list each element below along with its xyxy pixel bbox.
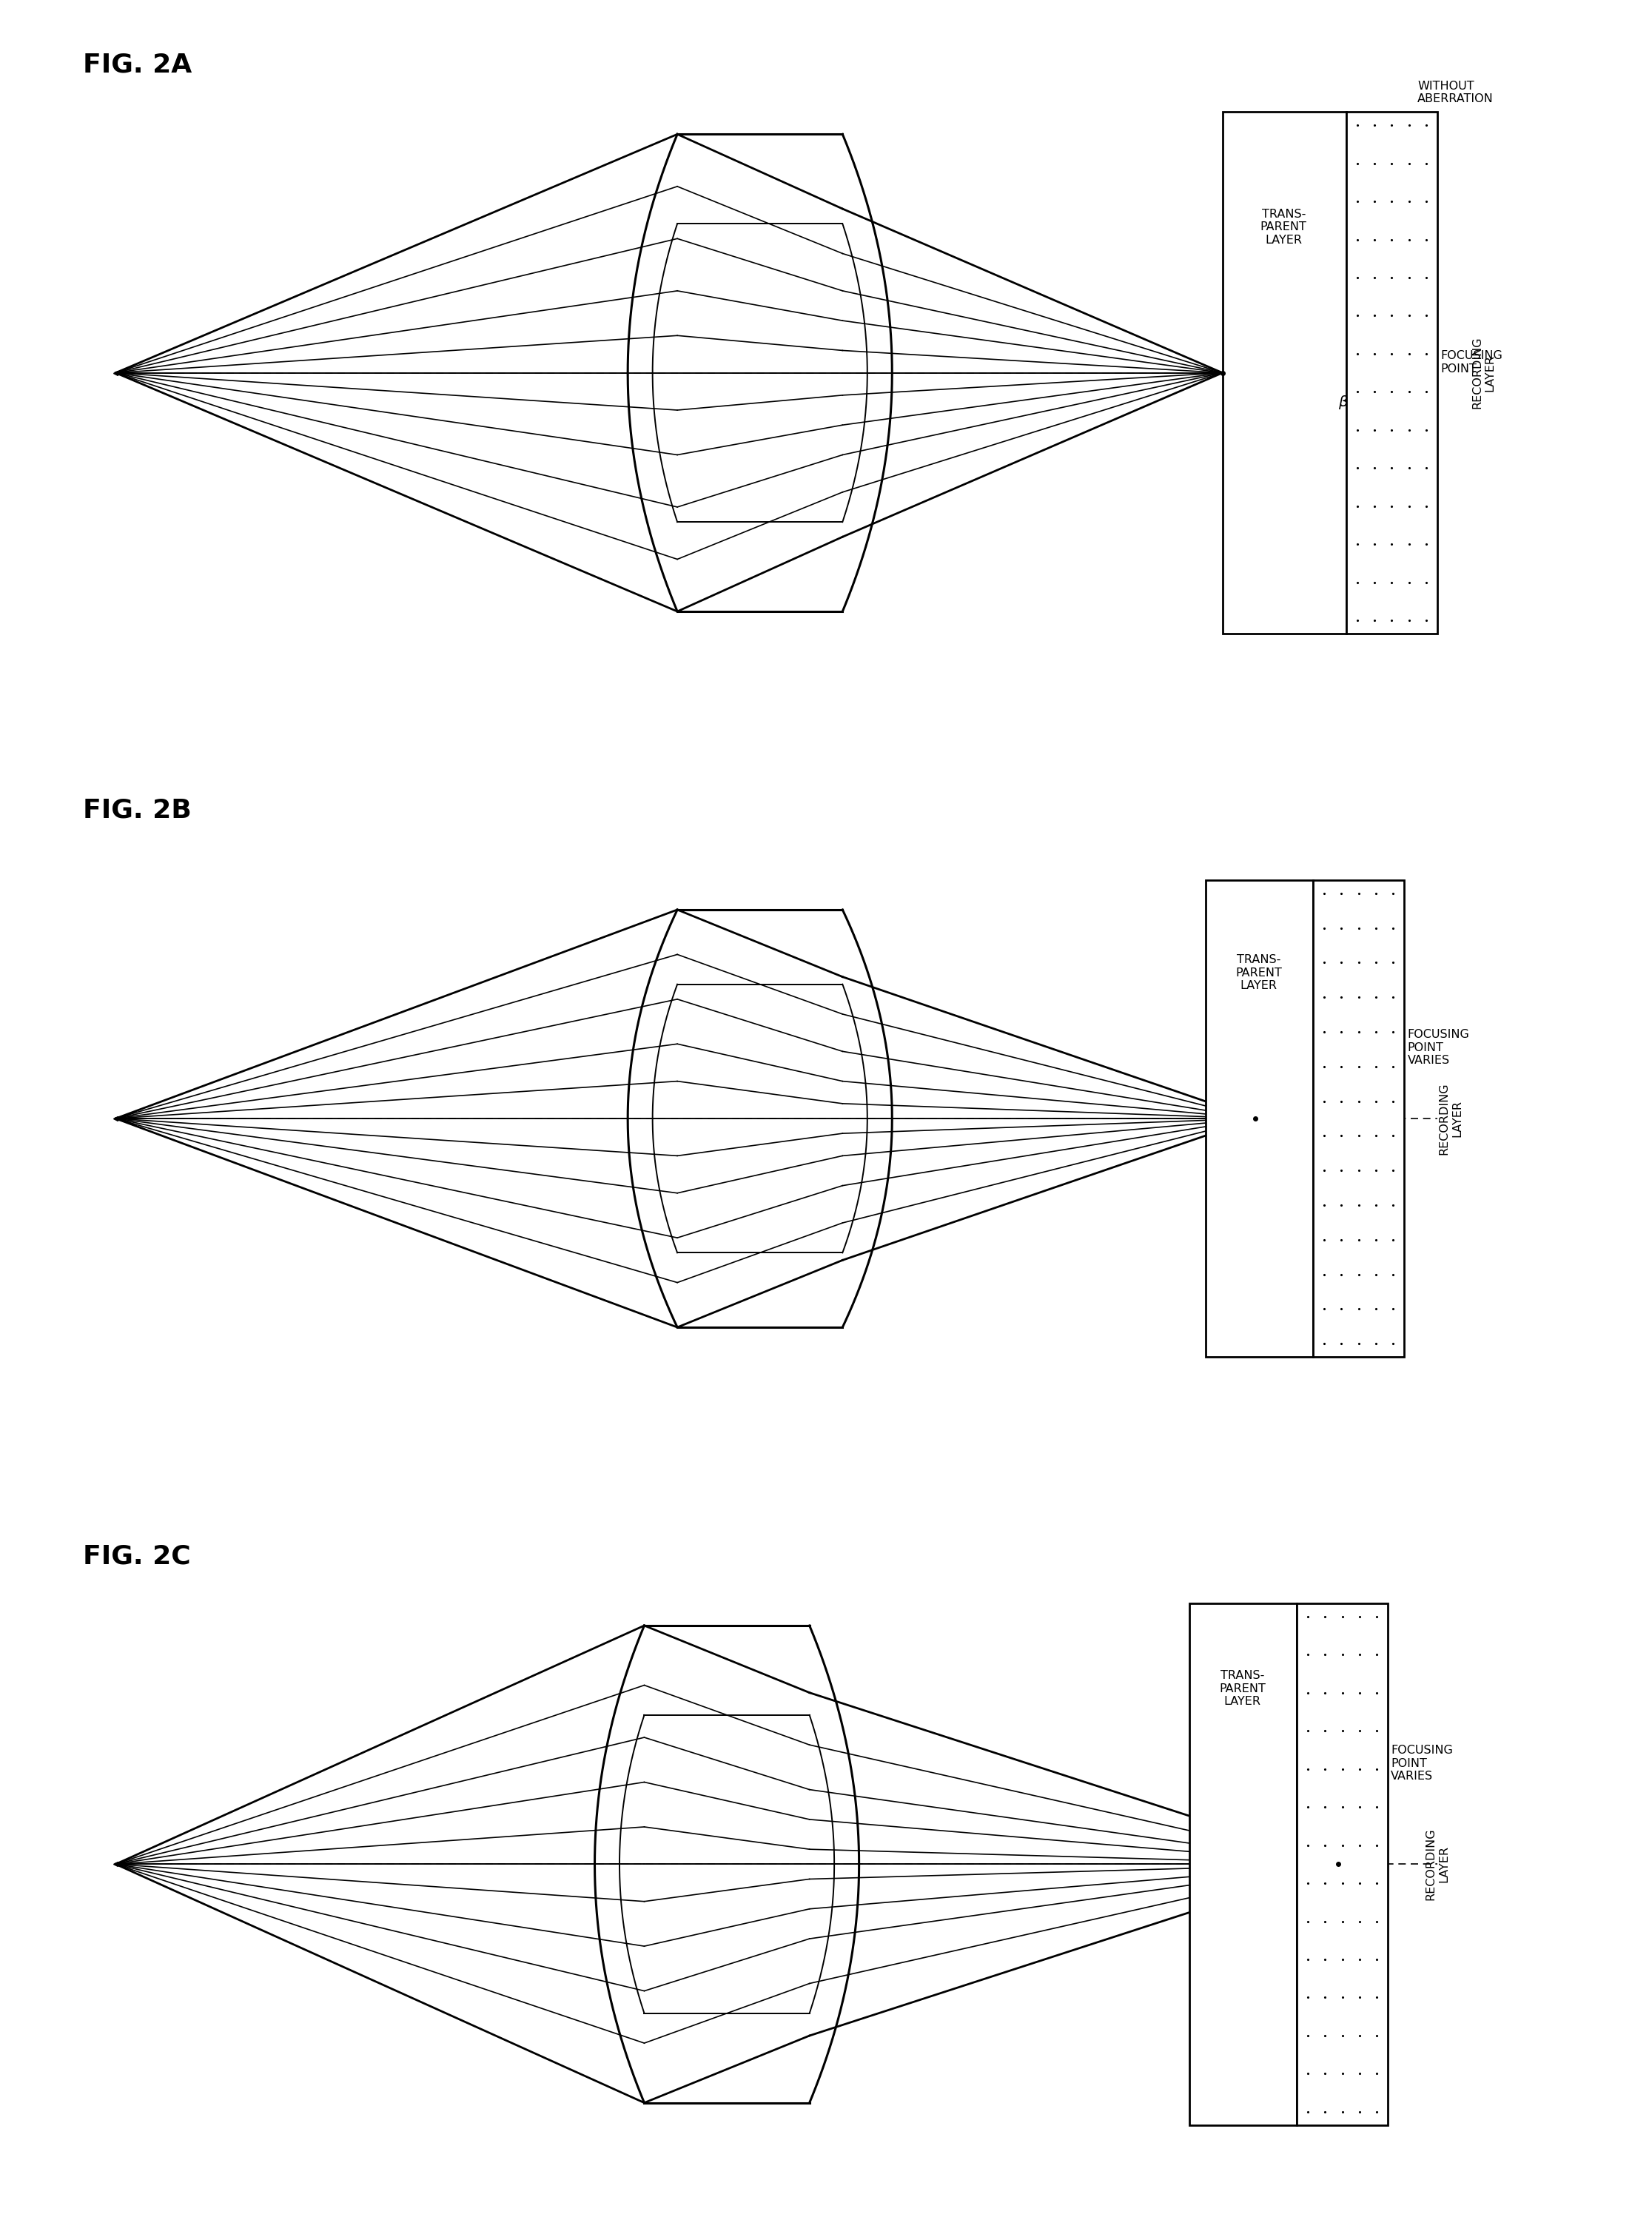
Bar — [1346, 112, 1437, 633]
Bar — [1222, 112, 1346, 633]
Text: TRANS-
PARENT
LAYER: TRANS- PARENT LAYER — [1219, 1671, 1265, 1707]
Text: FOCUSING
POINT
VARIES: FOCUSING POINT VARIES — [1391, 1745, 1454, 1781]
Text: RECORDING
LAYER: RECORDING LAYER — [1472, 338, 1495, 409]
Text: FIG. 2C: FIG. 2C — [83, 1544, 190, 1568]
Text: FOCUSING
POINT: FOCUSING POINT — [1441, 351, 1503, 374]
Text: FIG. 2B: FIG. 2B — [83, 799, 192, 823]
Text: FIG. 2A: FIG. 2A — [83, 51, 192, 78]
Bar — [1313, 879, 1404, 1358]
Text: TRANS-
PARENT
LAYER: TRANS- PARENT LAYER — [1260, 208, 1307, 246]
Bar — [1206, 879, 1313, 1358]
Text: β: β — [1338, 396, 1348, 409]
Bar — [1297, 1604, 1388, 2125]
Text: RECORDING
LAYER: RECORDING LAYER — [1439, 1083, 1462, 1154]
Bar — [1189, 1604, 1297, 2125]
Text: TRANS-
PARENT
LAYER: TRANS- PARENT LAYER — [1236, 955, 1282, 991]
Text: WITHOUT
ABERRATION: WITHOUT ABERRATION — [1417, 81, 1493, 105]
Text: FOCUSING
POINT
VARIES: FOCUSING POINT VARIES — [1408, 1029, 1470, 1065]
Text: RECORDING
LAYER: RECORDING LAYER — [1426, 1828, 1449, 1899]
